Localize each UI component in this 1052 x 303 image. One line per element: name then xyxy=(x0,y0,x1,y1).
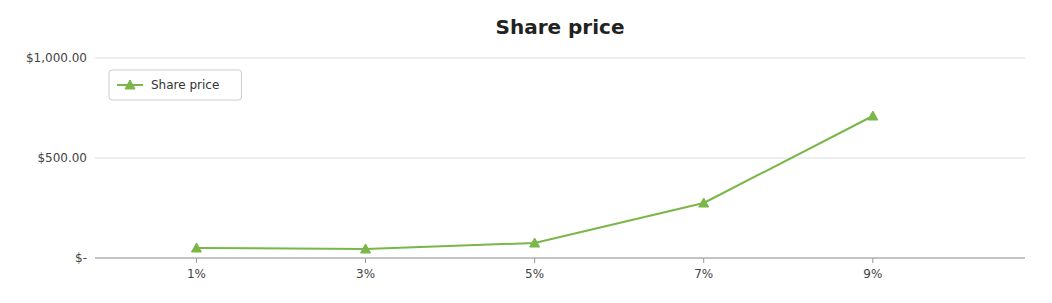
y-tick-label: $1,000.00 xyxy=(26,51,87,65)
grid-line xyxy=(95,158,1025,159)
line xyxy=(196,116,872,249)
y-tick-label: $- xyxy=(75,251,87,265)
legend-marker xyxy=(125,80,135,89)
data-layer xyxy=(191,111,877,253)
x-tick xyxy=(196,258,197,263)
legend-box xyxy=(109,70,242,100)
marker xyxy=(361,244,371,253)
x-tick xyxy=(703,258,704,263)
x-tick xyxy=(534,258,535,263)
x-tick-label: 9% xyxy=(863,267,882,281)
marker xyxy=(868,111,878,120)
grid-line xyxy=(95,258,1025,259)
chart-svg: Share price $- $500.00 $1,000.00 1% 3% 5% 7% 9% S… xyxy=(0,0,1052,303)
x-tick-label: 5% xyxy=(525,267,544,281)
marker xyxy=(191,243,201,252)
chart-container: Share price $- $500.00 $1,000.00 1% 3% 5% 7% 9% S… xyxy=(0,0,1052,303)
x-tick xyxy=(872,258,873,263)
x-tick-label: 7% xyxy=(694,267,713,281)
x-axis-line xyxy=(95,258,1025,259)
y-grid xyxy=(95,58,1025,258)
marker xyxy=(699,198,709,207)
x-tick xyxy=(365,258,366,263)
grid-line xyxy=(95,58,1025,59)
title: Share price xyxy=(496,15,625,39)
x-tick-label: 3% xyxy=(356,267,375,281)
legend-label: Share price xyxy=(151,78,219,92)
legend: Share price xyxy=(109,70,242,100)
x-tick-label: 1% xyxy=(187,267,206,281)
marker xyxy=(530,238,540,247)
y-tick-label: $500.00 xyxy=(37,151,87,165)
